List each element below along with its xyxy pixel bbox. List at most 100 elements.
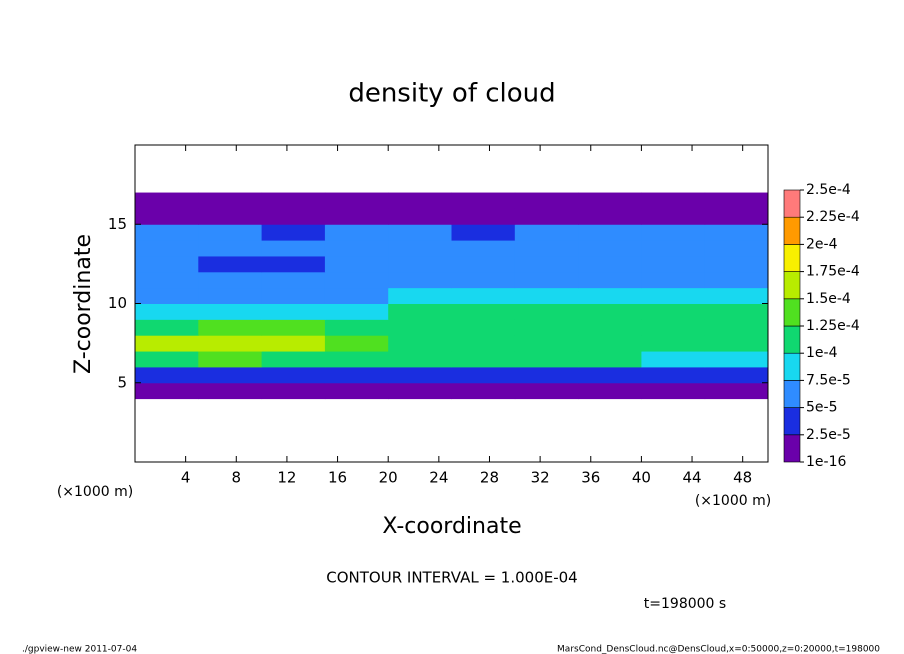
cell [324, 287, 389, 304]
cell [578, 208, 642, 225]
cell [451, 303, 516, 320]
cell [578, 271, 642, 289]
x-tick-label: 36 [581, 469, 600, 487]
cell [704, 192, 769, 209]
cell [451, 224, 516, 241]
cell [324, 319, 389, 336]
cell [324, 224, 389, 241]
cell [578, 255, 642, 273]
cell [641, 303, 706, 320]
cell [261, 335, 326, 352]
cell [641, 271, 706, 289]
cell [641, 351, 706, 368]
cell [514, 382, 579, 400]
contour-note: CONTOUR INTERVAL = 1.000E-04 [326, 569, 577, 587]
cell [324, 366, 389, 384]
cell [135, 335, 199, 352]
cell [514, 192, 579, 209]
cell [451, 271, 516, 289]
x-tick-label: 40 [632, 469, 651, 487]
cell [261, 255, 326, 273]
cell [451, 240, 516, 257]
colorbar-band [783, 298, 801, 327]
cell [324, 208, 389, 225]
cell [451, 255, 516, 273]
cell [261, 366, 326, 384]
y-unit-label: (×1000 m) [57, 484, 133, 500]
cell [261, 224, 326, 241]
cell [324, 192, 389, 209]
cell [388, 255, 452, 273]
cell [451, 382, 516, 400]
cell [514, 224, 579, 241]
y-tick-label: 10 [108, 294, 127, 312]
cell [514, 208, 579, 225]
cell [388, 351, 452, 368]
cell [451, 351, 516, 368]
x-tick-label: 24 [429, 469, 448, 487]
cell [578, 382, 642, 400]
cell [198, 287, 263, 304]
cell [578, 240, 642, 257]
x-tick-label: 32 [531, 469, 550, 487]
cell [388, 271, 452, 289]
cell [704, 255, 769, 273]
cell [514, 366, 579, 384]
cell [198, 240, 263, 257]
colorbar-label: 1e-16 [806, 454, 846, 470]
cell [641, 255, 706, 273]
cell [198, 335, 263, 352]
cell [198, 255, 263, 273]
x-tick-label: 20 [379, 469, 398, 487]
cell [324, 271, 389, 289]
cell [261, 319, 326, 336]
colorbar-label: 1.5e-4 [806, 291, 851, 307]
cell [451, 366, 516, 384]
colorbar-band [783, 244, 801, 272]
cell [135, 192, 199, 209]
colorbar-band [783, 325, 801, 354]
cell [641, 319, 706, 336]
cell [578, 366, 642, 384]
cell [261, 382, 326, 400]
cell [135, 255, 199, 273]
x-unit-label: (×1000 m) [695, 493, 771, 509]
cell [578, 335, 642, 352]
cell [641, 335, 706, 352]
cell [578, 303, 642, 320]
cell [198, 351, 263, 368]
y-tick-label: 15 [108, 215, 127, 233]
colorbar-band [783, 380, 801, 408]
cell [135, 319, 199, 336]
cell [388, 240, 452, 257]
cell [514, 319, 579, 336]
cell [388, 224, 452, 241]
cell [324, 303, 389, 320]
cell [198, 303, 263, 320]
cell [514, 287, 579, 304]
cell [641, 287, 706, 304]
cell [388, 319, 452, 336]
cell [261, 271, 326, 289]
cell [704, 382, 769, 400]
colorbar-label: 1e-4 [806, 345, 838, 361]
x-tick-label: 12 [277, 469, 296, 487]
cell [135, 303, 199, 320]
footer-right: MarsCond_DensCloud.nc@DensCloud,x=0:5000… [557, 645, 880, 654]
colorbar-label: 1.25e-4 [806, 318, 860, 334]
cell [704, 303, 769, 320]
colorbar-band [783, 189, 801, 218]
x-tick-label: 28 [480, 469, 499, 487]
cell [324, 255, 389, 273]
cell [641, 208, 706, 225]
x-tick-label: 4 [181, 469, 191, 487]
cell [514, 271, 579, 289]
cell [704, 366, 769, 384]
cell [198, 271, 263, 289]
colorbar-label: 2.5e-5 [806, 427, 851, 443]
colorbar-band [783, 434, 801, 463]
chart-title: density of cloud [348, 79, 555, 109]
x-axis-label: X-coordinate [382, 514, 521, 539]
